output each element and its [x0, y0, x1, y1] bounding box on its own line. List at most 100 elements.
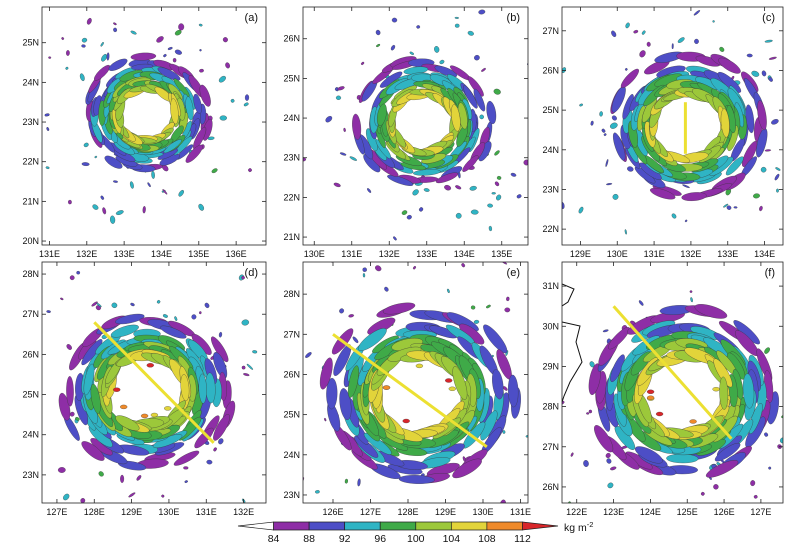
field-patch	[557, 162, 560, 166]
field-patch	[348, 314, 355, 318]
field-patch	[66, 50, 70, 56]
field-patch	[525, 435, 528, 438]
field-patch	[542, 115, 547, 122]
field-patch	[75, 417, 80, 421]
field-patch	[68, 199, 72, 205]
field-patch	[61, 37, 65, 40]
field-patch	[104, 155, 123, 169]
field-patch	[496, 176, 502, 180]
field-patch	[605, 452, 611, 459]
field-patch	[349, 156, 357, 161]
field-patch	[494, 181, 500, 187]
field-patch	[211, 336, 229, 363]
x-tick-label: 131E	[341, 249, 362, 259]
x-tick-label: 134E	[754, 249, 775, 259]
field-patch	[451, 104, 461, 132]
x-tick-label: 134E	[151, 249, 172, 259]
panel-e: 126E 127E 128E 129E 130E 131E 23N 24N 25N 26N 27N 2…	[283, 224, 555, 517]
field-patch	[357, 478, 361, 487]
field-patch	[115, 210, 124, 215]
field-patch	[795, 429, 801, 436]
field-patch	[768, 56, 777, 60]
field-patch	[700, 491, 705, 496]
panel-field	[538, 241, 801, 514]
y-tick-label: 22N	[542, 224, 559, 234]
field-patch	[391, 17, 398, 23]
field-patch	[414, 224, 421, 232]
panel-a: 131E 132E 133E 134E 135E 136E 20N 21N 22N 23N 24N 2…	[22, 6, 267, 259]
field-patch	[83, 363, 95, 396]
field-patch	[207, 136, 215, 140]
field-patch	[160, 325, 187, 339]
field-patch	[638, 300, 644, 306]
panel-label: (a)	[245, 12, 258, 24]
field-patch	[83, 142, 89, 148]
field-patch	[120, 404, 128, 410]
y-tick-label: 23N	[22, 117, 39, 127]
field-patch	[753, 495, 758, 499]
field-patch	[681, 192, 707, 201]
field-patch	[473, 319, 480, 324]
field-patch	[469, 185, 477, 191]
field-patch	[198, 373, 207, 404]
y-tick-label: 24N	[542, 145, 559, 155]
field-patch	[590, 506, 599, 514]
field-patch	[69, 411, 75, 417]
y-tick-label: 24N	[283, 113, 300, 123]
field-patch	[641, 30, 646, 35]
field-patch	[360, 61, 365, 65]
field-patch	[693, 10, 701, 16]
field-patch	[746, 53, 753, 58]
x-tick-label: 130E	[472, 507, 493, 517]
eye	[126, 96, 167, 132]
field-patch	[684, 219, 688, 223]
field-patch	[624, 229, 627, 235]
field-patch	[557, 428, 561, 432]
field-patch	[319, 357, 333, 390]
field-patch	[244, 94, 250, 101]
field-patch	[550, 374, 555, 377]
field-patch	[757, 100, 767, 131]
field-patch	[96, 302, 102, 308]
field-patch	[506, 296, 510, 302]
y-tick-label: 23N	[283, 153, 300, 163]
colorbar-swatch	[450, 521, 488, 531]
field-patch	[712, 20, 715, 23]
field-patch	[538, 464, 543, 469]
field-patch	[694, 304, 728, 319]
field-patch	[504, 307, 511, 313]
field-patch	[110, 215, 116, 224]
field-patch	[172, 58, 177, 63]
field-patch	[161, 494, 165, 498]
field-patch	[568, 501, 571, 503]
field-patch	[111, 302, 118, 308]
field-patch	[184, 480, 188, 483]
field-patch	[599, 111, 603, 117]
field-patch	[605, 159, 609, 167]
field-patch	[516, 194, 522, 199]
colorbar-tick-label: 88	[303, 533, 315, 545]
field-patch	[508, 374, 519, 408]
y-tick-label: 26N	[542, 66, 559, 76]
field-patch	[523, 159, 528, 166]
colorbar-tick-label: 104	[443, 533, 461, 545]
field-patch	[163, 54, 167, 58]
field-patch	[81, 44, 86, 48]
field-patch	[363, 432, 392, 455]
field-patch	[65, 66, 69, 70]
field-patch	[792, 88, 797, 94]
y-tick-label: 24N	[22, 77, 39, 87]
field-patch	[129, 181, 134, 189]
field-patch	[693, 241, 698, 245]
field-patch	[419, 207, 424, 212]
y-tick-label: 22N	[22, 157, 39, 167]
field-patch	[423, 188, 430, 192]
field-patch	[180, 374, 190, 402]
x-tick-label: 125E	[677, 507, 698, 517]
field-patch	[602, 329, 609, 333]
field-patch	[461, 263, 465, 268]
panel-field	[46, 270, 258, 503]
field-patch	[562, 201, 565, 210]
panel-frame	[561, 261, 784, 504]
field-patch	[375, 265, 382, 272]
